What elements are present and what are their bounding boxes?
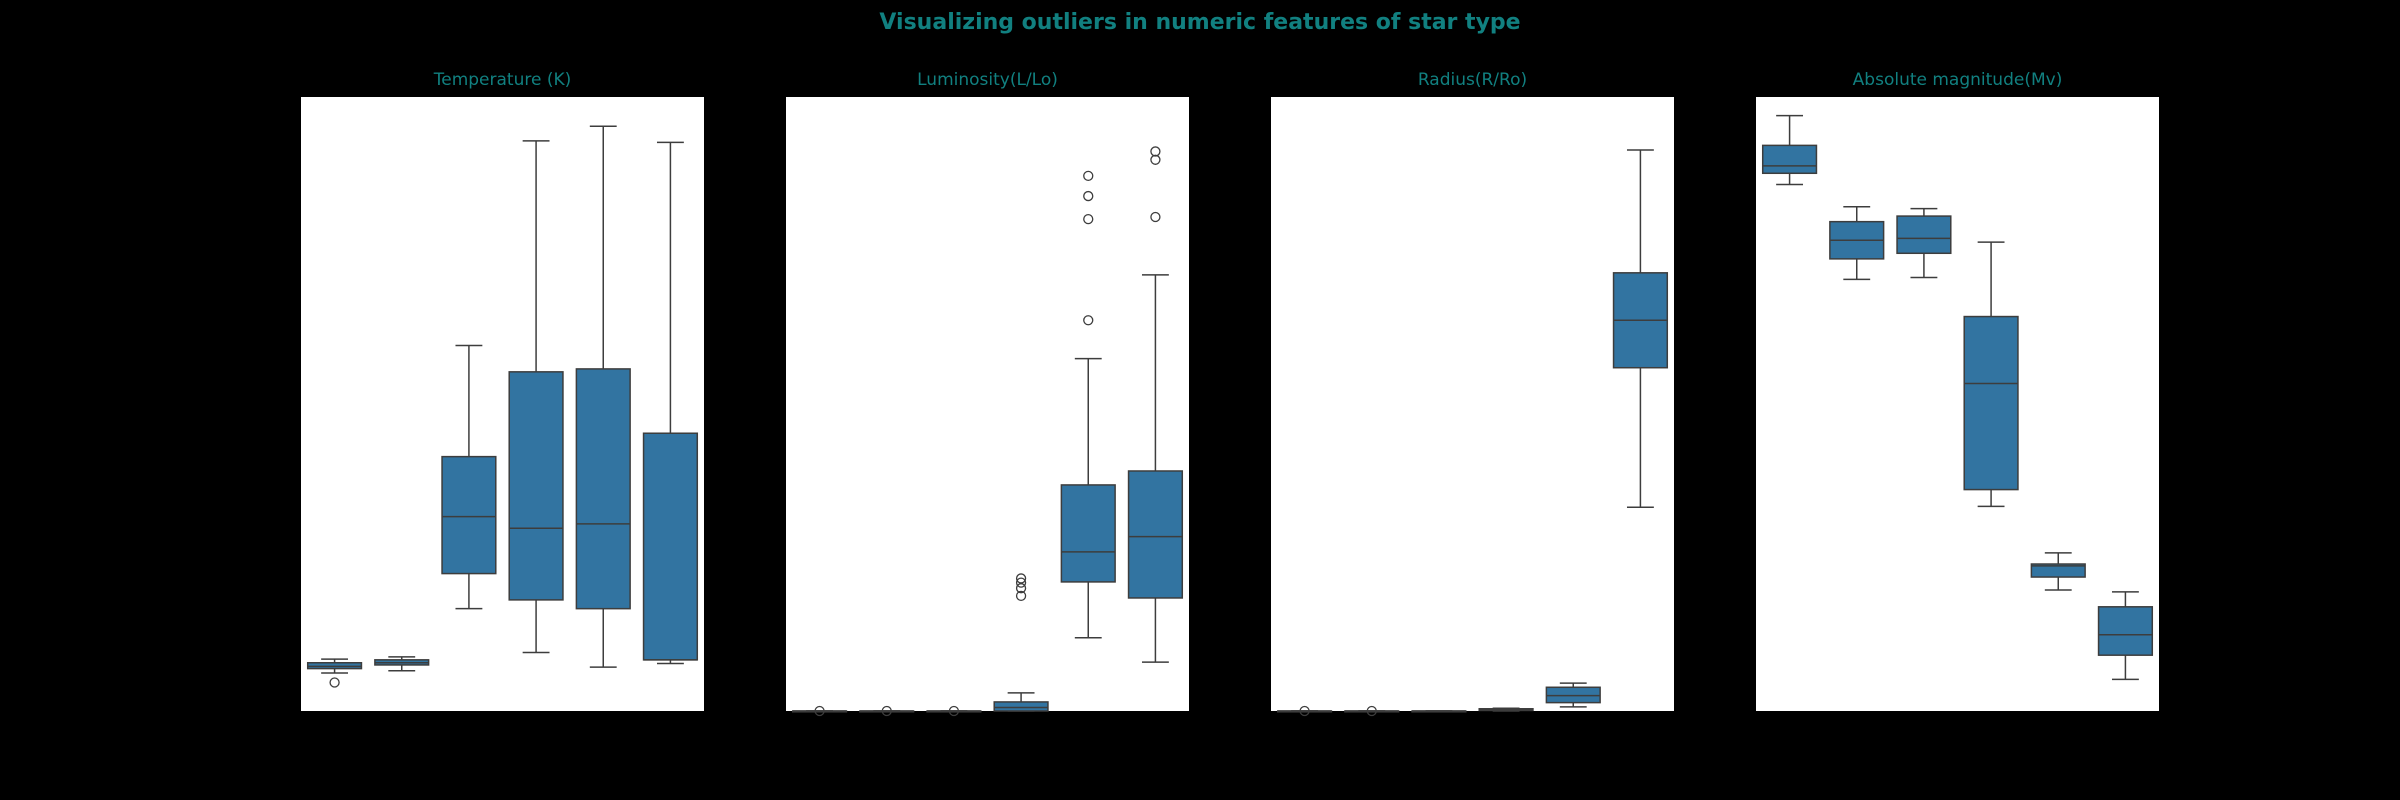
outlier-point <box>1150 211 1161 223</box>
outlier-point <box>1299 705 1310 717</box>
box-3 <box>1896 207 1952 279</box>
plot-area <box>786 97 1189 711</box>
subplot-1: Temperature (K) <box>301 70 704 711</box>
box-2 <box>1829 206 1885 281</box>
box-4 <box>508 140 564 654</box>
box-1 <box>1276 705 1333 717</box>
box-1 <box>306 658 363 688</box>
subplot-4: Absolute magnitude(Mv) <box>1756 70 2159 711</box>
box-body <box>1761 144 1818 175</box>
outlier-point <box>1015 583 1027 594</box>
subplot-grid: Temperature (K) Luminosity(L/Lo) Radius(R/… <box>301 70 2159 717</box>
plot-area <box>301 97 704 711</box>
figure-title: Visualizing outliers in numeric features… <box>879 10 1521 35</box>
outlier-point <box>1015 573 1027 584</box>
box-body <box>642 432 699 661</box>
box-4 <box>1963 241 2019 508</box>
outlier-point <box>881 705 892 717</box>
subplot-title: Temperature (K) <box>433 70 572 90</box>
subplot-2: Luminosity(L/Lo) <box>786 70 1189 717</box>
box-6 <box>1127 146 1184 663</box>
box-5 <box>575 125 631 668</box>
box-body <box>441 455 497 575</box>
outlier-point <box>1083 315 1094 326</box>
box-5 <box>1545 682 1601 708</box>
box-5 <box>1060 170 1116 639</box>
box-body <box>2030 563 2086 578</box>
plot-area <box>1756 97 2159 711</box>
outlier-point <box>329 677 340 688</box>
box-6 <box>2097 591 2154 681</box>
box-3 <box>1411 710 1467 713</box>
box-1 <box>791 705 848 717</box>
outlier-point <box>948 705 960 717</box>
box-6 <box>642 141 699 665</box>
subplot-title: Absolute magnitude(Mv) <box>1853 70 2063 90</box>
box-2 <box>859 705 915 717</box>
outlier-point <box>1366 705 1377 717</box>
box-body <box>1963 315 2019 491</box>
box-body <box>1060 484 1116 583</box>
box-body <box>993 701 1049 712</box>
box-1 <box>1761 114 1818 186</box>
box-3 <box>926 705 982 717</box>
outlier-point <box>1015 577 1027 588</box>
box-5 <box>2030 552 2086 591</box>
box-body <box>1127 470 1184 599</box>
box-2 <box>1344 705 1400 717</box>
box-body <box>508 371 564 601</box>
subplot-title: Luminosity(L/Lo) <box>917 70 1058 90</box>
box-body <box>575 368 631 610</box>
subplot-title: Radius(R/Ro) <box>1418 70 1527 90</box>
box-4 <box>1478 707 1534 712</box>
box-body <box>1896 215 1952 255</box>
outlier-point <box>1150 146 1161 157</box>
subplot-3: Radius(R/Ro) <box>1271 70 1674 717</box>
plot-area <box>1271 97 1674 711</box>
box-2 <box>374 656 430 672</box>
box-6 <box>1612 149 1669 509</box>
box-body <box>2097 606 2154 656</box>
outlier-point <box>1015 590 1027 602</box>
outlier-point <box>1083 190 1094 202</box>
outlier-point <box>1083 213 1094 225</box>
outlier-point <box>814 705 825 717</box>
box-4 <box>993 573 1049 712</box>
outlier-point <box>1083 170 1094 181</box>
box-3 <box>441 344 497 610</box>
